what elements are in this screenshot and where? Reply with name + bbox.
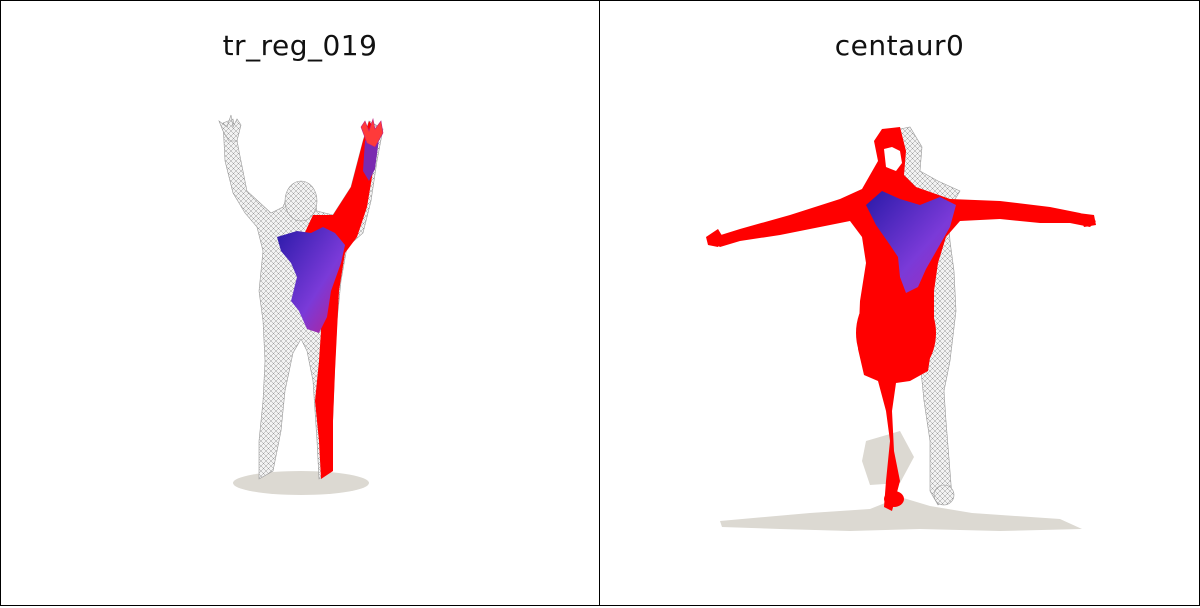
face — [884, 147, 902, 171]
left-viewport-title: tr_reg_019 — [222, 29, 378, 62]
front-hoof — [884, 491, 904, 507]
blend-region — [866, 191, 956, 293]
back-hoof — [933, 484, 955, 506]
right-viewport[interactable]: centaur0 — [599, 0, 1200, 606]
left-hand — [706, 229, 724, 247]
head — [284, 180, 318, 222]
human-mesh-figure — [218, 114, 384, 495]
left-hand — [218, 114, 242, 142]
right-hand — [1078, 213, 1096, 227]
floor-shadow — [720, 431, 1082, 531]
floor-shadow — [233, 471, 369, 495]
left-viewport[interactable]: tr_reg_019 — [0, 0, 600, 606]
right-hand — [360, 117, 384, 148]
highlight-region — [301, 121, 377, 479]
horse-barrel — [856, 285, 936, 381]
centaur-mesh-figure — [706, 126, 1096, 531]
right-viewport-title: centaur0 — [834, 29, 965, 62]
blend-region — [277, 227, 345, 333]
